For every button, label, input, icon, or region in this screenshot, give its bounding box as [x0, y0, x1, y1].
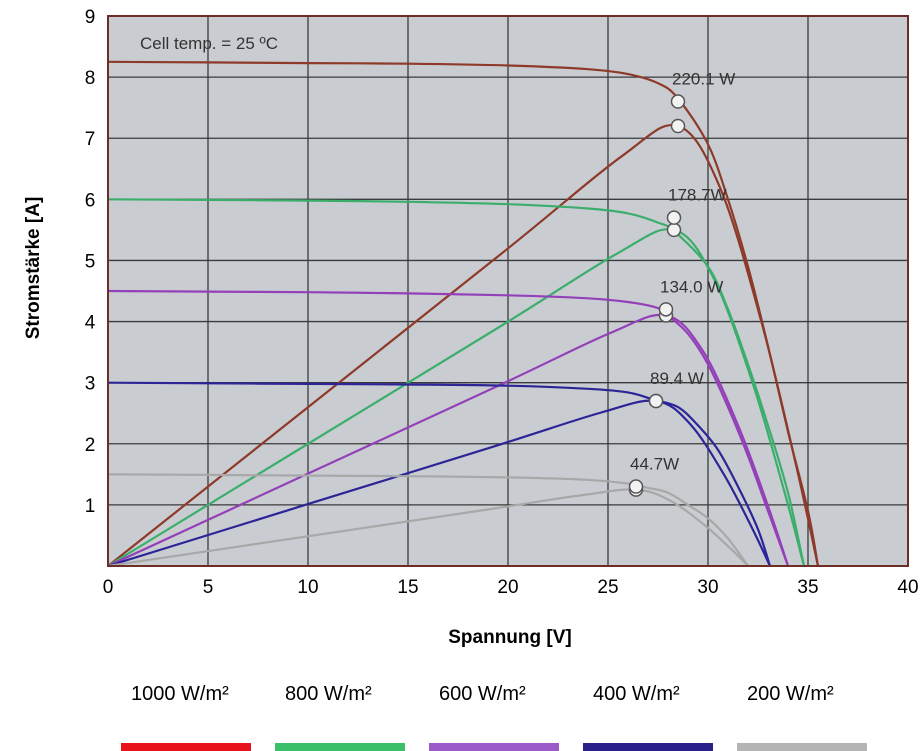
- x-tick-label: 35: [797, 577, 818, 598]
- mpp-label-600-w-m: 134.0 W: [660, 277, 723, 296]
- iv-curve-800-w-m: [107, 198, 806, 567]
- y-tick-label: 4: [85, 313, 96, 334]
- pv-curve-400-w-m: [107, 399, 771, 568]
- mpp-marker-800-w-m: [666, 210, 682, 225]
- x-tick-label: 10: [297, 577, 318, 598]
- y-tick-label: 6: [85, 190, 96, 211]
- mpp-label-200-w-m: 44.7W: [630, 455, 679, 474]
- pv-curve-1000-w-m: [107, 123, 820, 567]
- iv-curve-200-w-m: [107, 473, 749, 567]
- legend: 1000 W/m² 800 W/m² 600 W/m² 400 W/m² 200 W/m…: [121, 683, 867, 751]
- x-tick-label: 0: [103, 577, 114, 598]
- mpp-marker-800-w-m: [666, 222, 682, 238]
- y-tick-label: 5: [85, 251, 96, 272]
- legend-label: 1000 W/m²: [131, 683, 229, 705]
- legend-swatch: [275, 743, 405, 751]
- mpp-marker-1000-w-m: [670, 118, 686, 134]
- mpp-marker-200-w-m: [628, 479, 644, 494]
- legend-swatch: [583, 743, 713, 751]
- x-tick-label: 20: [497, 577, 518, 598]
- mpp-labels: 220.1 W 178.7W 134.0 W 89.4 W 44.7W: [630, 70, 735, 474]
- y-tick-labels: 1 2 3 4 5 6 7 8 9: [85, 7, 96, 517]
- legend-swatch: [121, 743, 251, 751]
- x-tick-label: 15: [397, 577, 418, 598]
- mpp-marker-600-w-m: [658, 302, 674, 317]
- x-tick-labels: 0 5 10 15 20 25 30 35 40: [103, 577, 919, 598]
- plot-border: [107, 15, 909, 567]
- y-tick-label: 2: [85, 435, 96, 456]
- iv-curve-600-w-m: [107, 289, 790, 567]
- pv-curve-800-w-m: [107, 228, 806, 567]
- pv-curve-200-w-m: [107, 488, 749, 568]
- mpp-label-400-w-m: 89.4 W: [650, 369, 704, 388]
- legend-label: 600 W/m²: [439, 683, 526, 705]
- x-tick-label: 5: [203, 577, 214, 598]
- mpp-markers: [628, 94, 686, 497]
- y-tick-label: 9: [85, 7, 96, 28]
- mpp-marker-400-w-m: [648, 393, 664, 409]
- x-tick-label: 30: [697, 577, 718, 598]
- mpp-label-1000-w-m: 220.1 W: [672, 70, 735, 89]
- cell-temp-annotation: Cell temp. = 25 ºC: [140, 34, 278, 53]
- mpp-label-800-w-m: 178.7W: [668, 186, 727, 205]
- iv-curve-400-w-m: [107, 381, 772, 567]
- legend-label: 800 W/m²: [285, 683, 372, 705]
- legend-swatch: [737, 743, 867, 751]
- x-axis-title: Spannung [V]: [448, 627, 571, 648]
- curves: [107, 60, 820, 568]
- y-tick-label: 3: [85, 374, 96, 395]
- y-tick-label: 8: [85, 68, 96, 89]
- y-tick-label: 1: [85, 496, 96, 517]
- mpp-marker-1000-w-m: [670, 94, 686, 109]
- x-tick-label: 25: [597, 577, 618, 598]
- y-axis-title: Stromstärke [A]: [23, 197, 44, 340]
- legend-swatch: [429, 743, 559, 751]
- y-tick-label: 7: [85, 129, 96, 150]
- legend-label: 200 W/m²: [747, 683, 834, 705]
- legend-label: 400 W/m²: [593, 683, 680, 705]
- x-tick-label: 40: [897, 577, 918, 598]
